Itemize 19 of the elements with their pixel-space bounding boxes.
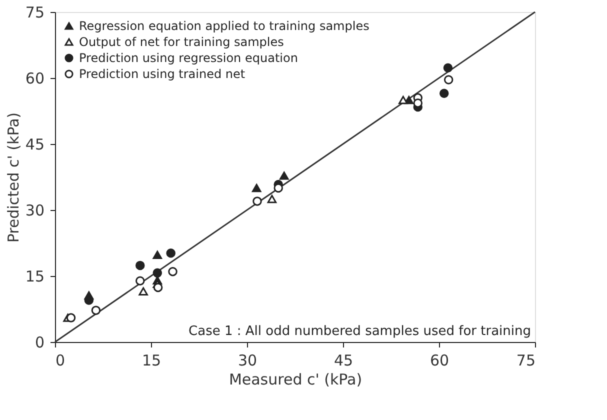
x-tick-label: 60	[430, 352, 450, 370]
annotation: Case 1 : All odd numbered samples used for training	[188, 324, 531, 339]
y-tick-label: 75	[25, 4, 44, 22]
x-tick-label: 15	[142, 352, 162, 370]
y-axis-title: Predicted c' (kPa)	[4, 112, 22, 243]
y-tick-label: 0	[34, 334, 44, 352]
legend-label: Output of net for training samples	[79, 35, 284, 49]
x-tick-label: 30	[238, 352, 258, 370]
x-tick-label: 45	[334, 352, 354, 370]
x-axis-title: Measured c' (kPa)	[228, 370, 362, 388]
legend-label: Prediction using regression equation	[79, 51, 298, 65]
y-tick-label: 45	[25, 136, 44, 154]
y-tick-label: 30	[25, 202, 44, 220]
x-tick-label: 0	[56, 352, 66, 370]
legend-label: Regression equation applied to training samples	[79, 19, 370, 33]
y-tick-label: 60	[25, 70, 44, 88]
y-tick-label: 15	[25, 268, 44, 286]
legend-label: Prediction using trained net	[79, 67, 246, 81]
x-tick-label: 75	[516, 352, 536, 370]
